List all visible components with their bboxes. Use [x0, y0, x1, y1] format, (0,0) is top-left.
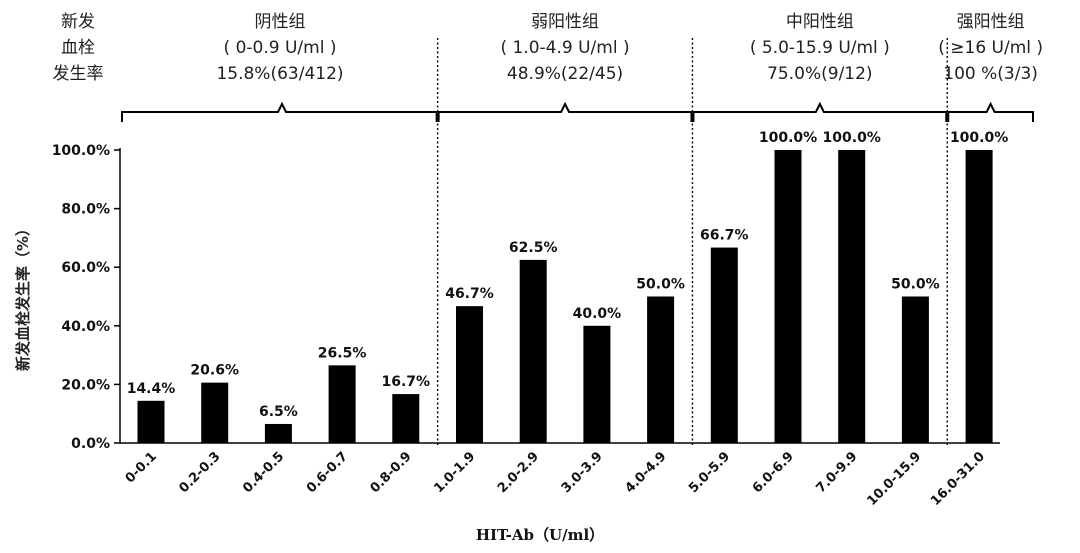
x-tick-label: 3.0-3.9: [559, 449, 606, 496]
side-label: 血栓: [61, 38, 95, 58]
bar: [838, 150, 866, 443]
bar: [264, 423, 292, 443]
bar: [965, 150, 993, 443]
group-brace: [692, 101, 948, 122]
x-tick-label: 0.8-0.9: [368, 449, 415, 496]
group-rate: 75.0%(9/12): [767, 64, 872, 84]
bar: [901, 296, 929, 443]
data-label: 100.0%: [823, 130, 881, 146]
x-tick-label: 1.0-1.9: [431, 449, 478, 496]
bar: [392, 394, 420, 443]
group-rate: 48.9%(22/45): [507, 64, 623, 84]
group-range: ( 0-0.9 U/ml ): [224, 38, 337, 58]
data-label: 66.7%: [700, 228, 749, 244]
x-tick-label: 16.0-31.0: [928, 449, 988, 509]
x-axis-label: HIT-Ab（U/ml）: [476, 526, 604, 544]
y-tick-label: 60.0%: [61, 260, 110, 276]
group-brace: [121, 101, 438, 122]
group-name: 强阳性组: [957, 12, 1025, 32]
bar: [710, 247, 738, 443]
data-label: 14.4%: [127, 381, 176, 397]
group-range: ( 1.0-4.9 U/ml ): [500, 38, 629, 58]
group-brace: [947, 101, 1034, 122]
side-label: 新发: [61, 12, 95, 32]
data-label: 100.0%: [950, 130, 1008, 146]
y-tick-label: 40.0%: [61, 319, 110, 335]
bar: [456, 306, 483, 443]
bar: [774, 150, 802, 443]
x-tick-label: 4.0-4.9: [622, 449, 669, 496]
side-label: 发生率: [53, 64, 104, 84]
x-tick-label: 0.2-0.3: [177, 449, 224, 496]
bar: [583, 325, 611, 443]
x-tick-label: 10.0-15.9: [864, 449, 924, 509]
y-axis-label: 新发血栓发生率（%）: [14, 221, 32, 371]
data-label: 16.7%: [382, 374, 431, 390]
group-name: 中阳性组: [786, 12, 854, 32]
y-tick-label: 100.0%: [52, 143, 110, 159]
bar: [519, 259, 547, 443]
data-label: 50.0%: [636, 277, 685, 293]
data-label: 62.5%: [509, 240, 558, 256]
bar: [647, 296, 675, 443]
data-label: 20.6%: [190, 363, 239, 379]
group-range: ( 5.0-15.9 U/ml ): [750, 38, 890, 58]
group-name: 弱阳性组: [531, 12, 599, 32]
bar: [328, 365, 356, 443]
bar: [137, 400, 165, 443]
x-tick-label: 5.0-5.9: [686, 449, 733, 496]
group-name: 阴性组: [255, 12, 306, 32]
x-tick-label: 0-0.1: [123, 449, 160, 486]
data-label: 40.0%: [573, 306, 622, 322]
x-tick-label: 2.0-2.9: [495, 449, 542, 496]
x-tick-label: 7.0-9.9: [814, 449, 861, 496]
data-label: 50.0%: [891, 277, 940, 293]
group-range: ( ≥16 U/ml ): [938, 38, 1043, 58]
y-tick-label: 0.0%: [71, 436, 110, 452]
data-label: 46.7%: [445, 286, 494, 302]
x-tick-label: 0.6-0.7: [304, 449, 351, 496]
x-tick-label: 6.0-6.9: [750, 449, 797, 496]
data-label: 26.5%: [318, 345, 367, 361]
y-tick-label: 80.0%: [61, 202, 110, 218]
group-rate: 15.8%(63/412): [216, 64, 343, 84]
data-label: 100.0%: [759, 130, 817, 146]
data-label: 6.5%: [259, 404, 298, 420]
x-tick-label: 0.4-0.5: [240, 449, 287, 496]
bar: [201, 382, 229, 443]
y-tick-label: 20.0%: [61, 377, 110, 393]
group-rate: 100 %(3/3): [943, 64, 1038, 84]
group-brace: [437, 101, 693, 122]
